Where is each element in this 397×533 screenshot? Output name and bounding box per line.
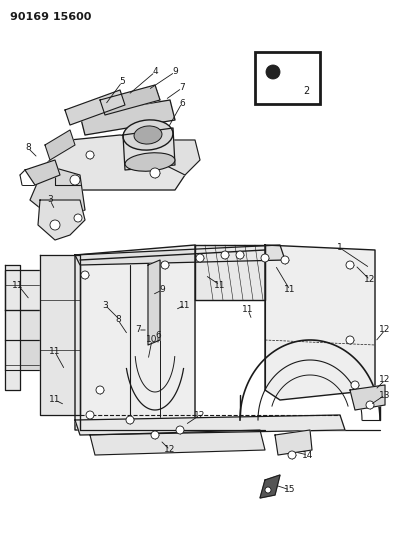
Circle shape xyxy=(346,336,354,344)
Polygon shape xyxy=(90,430,265,455)
Text: 6: 6 xyxy=(179,99,185,108)
Text: 8: 8 xyxy=(25,143,31,152)
Circle shape xyxy=(151,431,159,439)
Circle shape xyxy=(261,254,269,262)
Text: 11: 11 xyxy=(179,301,191,310)
Text: 12: 12 xyxy=(164,446,176,455)
Circle shape xyxy=(70,175,80,185)
Circle shape xyxy=(265,487,271,493)
Circle shape xyxy=(281,256,289,264)
Text: 11: 11 xyxy=(214,280,226,289)
Text: 11: 11 xyxy=(12,280,24,289)
Text: 11: 11 xyxy=(49,348,61,357)
Polygon shape xyxy=(123,128,175,170)
Polygon shape xyxy=(75,415,345,435)
Polygon shape xyxy=(5,265,20,390)
Polygon shape xyxy=(260,475,280,498)
Bar xyxy=(255,52,320,104)
Ellipse shape xyxy=(134,126,162,144)
Polygon shape xyxy=(5,310,45,340)
Polygon shape xyxy=(5,270,45,310)
Polygon shape xyxy=(195,245,265,300)
Text: 14: 14 xyxy=(302,450,314,459)
Polygon shape xyxy=(45,135,185,190)
Text: 4: 4 xyxy=(152,68,158,77)
Polygon shape xyxy=(25,160,60,185)
Circle shape xyxy=(351,381,359,389)
Text: 3: 3 xyxy=(102,301,108,310)
Text: 1: 1 xyxy=(337,244,343,253)
Circle shape xyxy=(346,261,354,269)
Circle shape xyxy=(288,451,296,459)
Polygon shape xyxy=(65,90,125,125)
Circle shape xyxy=(366,401,374,409)
Text: 6: 6 xyxy=(155,330,161,340)
Text: 5: 5 xyxy=(119,77,125,86)
Polygon shape xyxy=(30,165,85,220)
Circle shape xyxy=(86,151,94,159)
Polygon shape xyxy=(75,245,285,265)
Polygon shape xyxy=(155,140,200,175)
Text: 90169 15600: 90169 15600 xyxy=(10,12,91,22)
Polygon shape xyxy=(350,385,385,410)
Circle shape xyxy=(161,261,169,269)
Text: 3: 3 xyxy=(47,196,53,205)
Text: 12: 12 xyxy=(194,410,206,419)
Text: 12: 12 xyxy=(379,326,391,335)
Polygon shape xyxy=(38,200,85,240)
Text: 9: 9 xyxy=(159,286,165,295)
Circle shape xyxy=(236,251,244,259)
Text: 12: 12 xyxy=(379,376,391,384)
Circle shape xyxy=(81,271,89,279)
Polygon shape xyxy=(100,85,160,115)
Polygon shape xyxy=(45,130,75,160)
Circle shape xyxy=(221,251,229,259)
Circle shape xyxy=(196,254,204,262)
Text: 2: 2 xyxy=(303,86,309,96)
Text: 13: 13 xyxy=(379,391,391,400)
Circle shape xyxy=(126,416,134,424)
Polygon shape xyxy=(148,260,160,345)
Text: 11: 11 xyxy=(284,286,296,295)
Text: 7: 7 xyxy=(135,326,141,335)
Polygon shape xyxy=(265,245,375,400)
Circle shape xyxy=(74,214,82,222)
Polygon shape xyxy=(5,340,45,370)
Ellipse shape xyxy=(125,153,175,171)
Text: 15: 15 xyxy=(284,486,296,495)
Circle shape xyxy=(86,411,94,419)
Circle shape xyxy=(176,426,184,434)
Polygon shape xyxy=(80,100,175,135)
Circle shape xyxy=(50,220,60,230)
Text: 11: 11 xyxy=(242,305,254,314)
Text: 10: 10 xyxy=(146,335,158,344)
Text: 12: 12 xyxy=(364,276,376,285)
Polygon shape xyxy=(75,245,195,430)
Circle shape xyxy=(266,65,280,79)
Ellipse shape xyxy=(123,120,173,150)
Text: 9: 9 xyxy=(172,68,178,77)
Polygon shape xyxy=(40,255,80,415)
Text: 11: 11 xyxy=(49,395,61,405)
Polygon shape xyxy=(275,430,312,455)
Text: 7: 7 xyxy=(179,84,185,93)
Text: 8: 8 xyxy=(115,316,121,325)
Circle shape xyxy=(150,168,160,178)
Circle shape xyxy=(96,386,104,394)
